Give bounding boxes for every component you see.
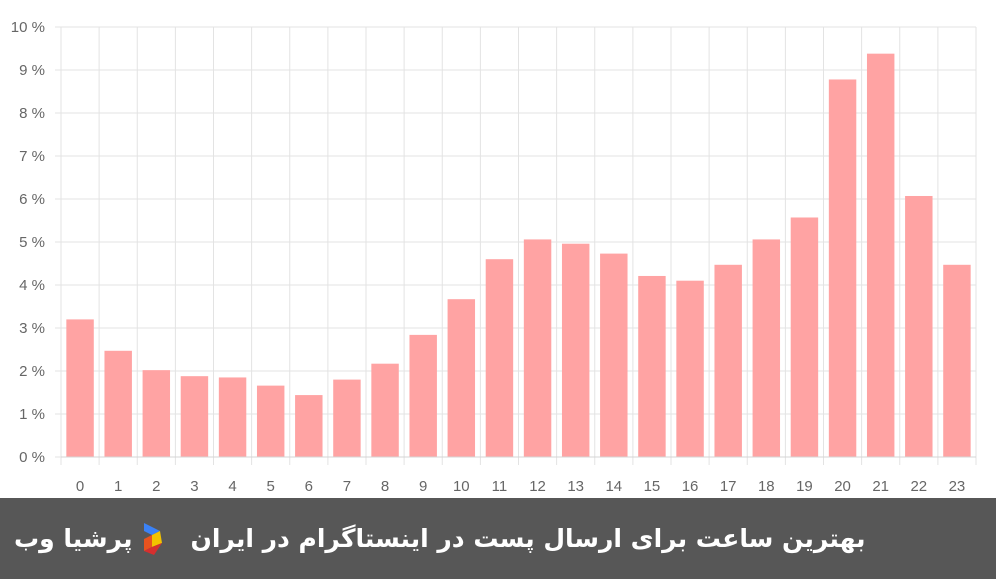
x-tick-label: 18 (758, 478, 775, 495)
x-tick-label: 20 (834, 478, 851, 495)
x-tick-label: 19 (796, 478, 813, 495)
brand: پرشیا وب (14, 521, 166, 557)
x-tick-label: 16 (682, 478, 699, 495)
y-tick-label: 1 % (19, 406, 45, 423)
bar-8 (371, 363, 399, 457)
bar-15 (638, 275, 666, 457)
y-tick-label: 2 % (19, 363, 45, 380)
bar-6 (295, 395, 323, 457)
x-tick-label: 15 (644, 478, 661, 495)
y-tick-label: 8 % (19, 105, 45, 122)
bar-chart: 0 %1 %2 %3 %4 %5 %6 %7 %8 %9 %10 %0 1 2 3 4 5… (11, 19, 977, 495)
bar-14 (600, 253, 628, 457)
x-tick-label: 3 (190, 478, 198, 495)
bar-21 (866, 53, 895, 457)
bar-16 (676, 280, 704, 457)
bar-13 (561, 243, 590, 457)
bar-2 (142, 370, 171, 457)
bar-17 (714, 264, 742, 457)
bar-23 (943, 264, 971, 457)
bar-1 (104, 350, 132, 457)
x-tick-label: 0 (76, 478, 84, 495)
y-tick-label: 4 % (19, 277, 45, 294)
brand-name: پرشیا وب (14, 524, 133, 553)
x-tick-label: 11 (492, 478, 508, 495)
x-tick-label: 7 (343, 478, 351, 495)
bar-18 (752, 239, 781, 457)
y-tick-label: 3 % (19, 320, 45, 337)
y-tick-label: 0 % (19, 449, 45, 466)
x-tick-label: 6 (305, 478, 313, 495)
x-tick-label: 8 (381, 478, 389, 495)
bar-7 (333, 379, 361, 457)
y-tick-label: 7 % (19, 148, 45, 165)
bar-3 (180, 376, 209, 457)
x-tick-label: 5 (267, 478, 275, 495)
banner-title: بهترین ساعت برای ارسال پست در اینستاگرام… (190, 524, 866, 553)
x-tick-label: 23 (949, 478, 966, 495)
bar-20 (828, 79, 857, 458)
x-tick-label: 17 (720, 478, 737, 495)
bar-12 (523, 239, 552, 457)
x-tick-label: 2 (152, 478, 160, 495)
x-tick-label: 12 (529, 478, 546, 495)
title-banner: بهترین ساعت برای ارسال پست در اینستاگرام… (0, 498, 996, 579)
y-tick-label: 10 % (11, 19, 45, 36)
x-tick-label: 9 (419, 478, 427, 495)
bar-19 (790, 217, 819, 457)
y-tick-label: 9 % (19, 62, 45, 79)
bar-9 (409, 334, 437, 457)
bar-4 (218, 377, 247, 457)
x-tick-label: 14 (605, 478, 622, 495)
x-tick-label: 1 (114, 478, 122, 495)
x-tick-label: 22 (910, 478, 927, 495)
chart: 0 % 1 % 2 % 3 % 4 % 5 % 6 % 7 % 8 % 9 % 10 % 0 1 2 3 4 5… (11, 19, 977, 495)
bar-5 (256, 385, 285, 457)
bar-22 (905, 195, 933, 458)
y-tick-label: 6 % (19, 191, 45, 208)
x-tick-label: 4 (228, 478, 236, 495)
x-tick-label: 10 (453, 478, 470, 495)
bar-10 (447, 299, 476, 457)
persiaweb-logo-icon (144, 522, 163, 555)
y-tick-label: 5 % (19, 234, 45, 251)
bar-11 (485, 259, 514, 457)
x-tick-label: 13 (567, 478, 584, 495)
x-tick-label: 21 (872, 478, 889, 495)
bar-0 (66, 319, 94, 457)
